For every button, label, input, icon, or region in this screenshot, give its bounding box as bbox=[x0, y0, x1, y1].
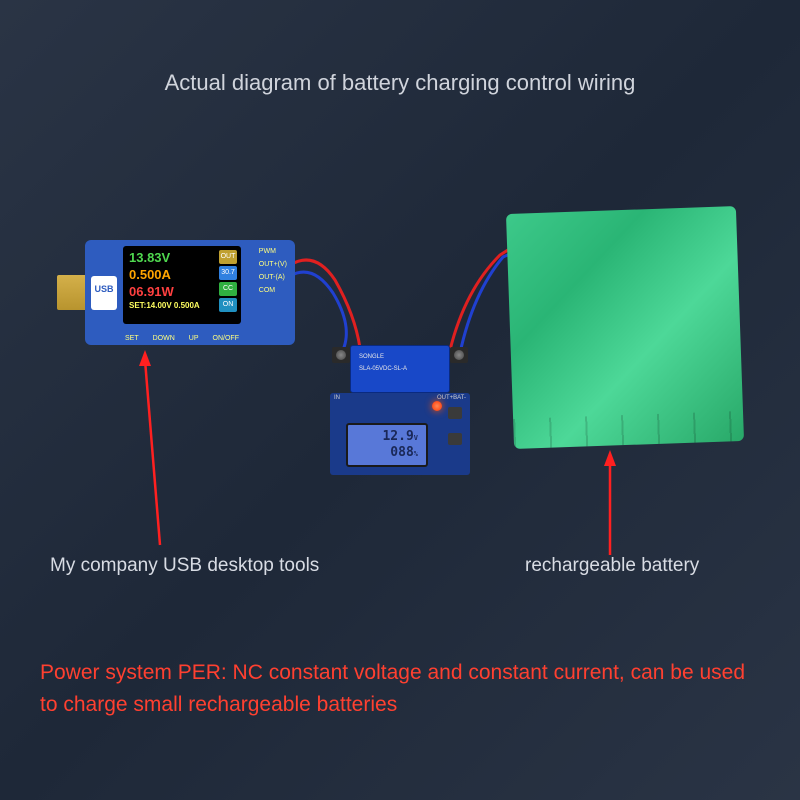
arrow-usb-tool bbox=[130, 350, 180, 550]
usb-tool-caption: My company USB desktop tools bbox=[50, 555, 319, 577]
usb-bottom-label: ON/OFF bbox=[213, 335, 239, 342]
usb-tool-screen: 13.83V 0.500A 06.91W SET:14.00V 0.500A O… bbox=[123, 246, 241, 324]
terminal-left-icon bbox=[332, 347, 350, 363]
usb-badge: USB bbox=[91, 276, 117, 310]
usb-tool-body: USB 13.83V 0.500A 06.91W SET:14.00V 0.50… bbox=[85, 240, 295, 345]
pcb-io-labels: IN OUT+BAT- bbox=[330, 393, 470, 403]
usb-side-label: PWM bbox=[259, 248, 287, 255]
usb-bottom-label: DOWN bbox=[153, 335, 175, 342]
lcd-percent: 088% bbox=[352, 445, 422, 461]
battery-caption: rechargeable battery bbox=[525, 555, 699, 577]
wire-blue-usb-ctrl bbox=[285, 248, 385, 358]
usb-connector-icon bbox=[57, 275, 87, 310]
pcb-in-label: IN bbox=[334, 395, 340, 401]
usb-bottom-label: UP bbox=[189, 335, 199, 342]
rechargeable-battery bbox=[506, 206, 744, 449]
relay: SONGLE SLA-05VDC-SL-A bbox=[350, 345, 450, 393]
footer-description: Power system PER: NC constant voltage an… bbox=[40, 657, 760, 720]
usb-side-label: OUT-(A) bbox=[259, 274, 287, 281]
terminal-right-icon bbox=[450, 347, 468, 363]
module-button-2 bbox=[448, 433, 462, 445]
relay-model: SLA-05VDC-SL-A bbox=[359, 366, 407, 372]
relay-brand: SONGLE bbox=[359, 354, 384, 360]
usb-mini-badge: 30.7 bbox=[219, 266, 237, 280]
control-lcd: 12.9V 088% bbox=[346, 423, 428, 467]
pcb-out-label: OUT+BAT- bbox=[437, 395, 466, 401]
usb-mini-badge: OUT bbox=[219, 250, 237, 264]
status-led-icon bbox=[432, 401, 442, 411]
usb-mini-badge: ON bbox=[219, 298, 237, 312]
usb-side-label: COM bbox=[259, 287, 287, 294]
usb-side-label: OUT+(V) bbox=[259, 261, 287, 268]
diagram-title: Actual diagram of battery charging contr… bbox=[0, 70, 800, 96]
usb-mini-badge: CC bbox=[219, 282, 237, 296]
usb-desktop-tool: USB 13.83V 0.500A 06.91W SET:14.00V 0.50… bbox=[75, 240, 295, 345]
control-module: SONGLE SLA-05VDC-SL-A IN OUT+BAT- 12.9V … bbox=[330, 345, 470, 475]
usb-bottom-label: SET bbox=[125, 335, 139, 342]
module-button-1 bbox=[448, 407, 462, 419]
lcd-voltage: 12.9V bbox=[352, 429, 422, 445]
arrow-battery bbox=[595, 450, 625, 560]
control-pcb: IN OUT+BAT- 12.9V 088% bbox=[330, 393, 470, 475]
